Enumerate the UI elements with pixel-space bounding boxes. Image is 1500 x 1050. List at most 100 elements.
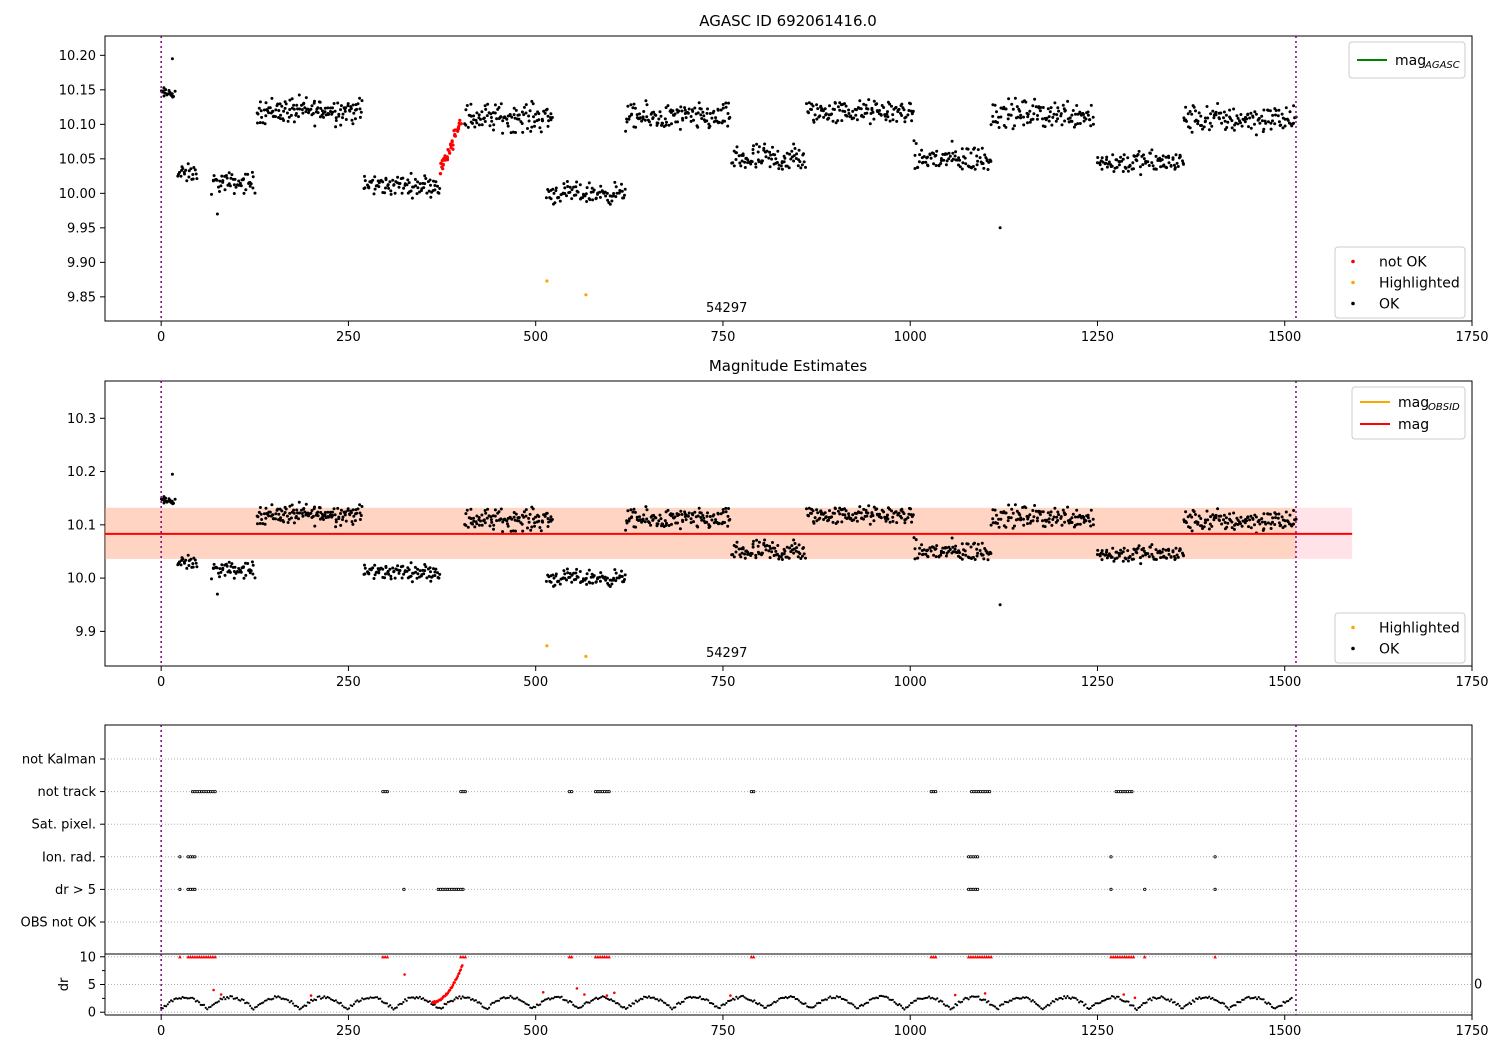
dr-point bbox=[252, 1008, 255, 1011]
ok-point bbox=[765, 149, 769, 153]
dr-point bbox=[1252, 996, 1255, 1000]
ok-point bbox=[244, 561, 247, 565]
dr-point bbox=[1160, 995, 1163, 998]
dr-point bbox=[631, 1002, 634, 1005]
ok-point bbox=[1156, 159, 1160, 162]
ok-point bbox=[871, 110, 875, 114]
ok-point bbox=[1245, 117, 1249, 121]
ok-point bbox=[1006, 519, 1010, 523]
dr-point bbox=[952, 1006, 955, 1009]
ok-point bbox=[978, 549, 982, 552]
ok-point bbox=[532, 115, 535, 119]
ok-point bbox=[185, 566, 189, 570]
legend-marker-swatch bbox=[1351, 259, 1355, 264]
ok-point bbox=[676, 120, 679, 124]
ok-point bbox=[405, 569, 409, 573]
ok-point bbox=[1248, 518, 1252, 522]
dr-point bbox=[1147, 998, 1150, 1001]
dr-point bbox=[351, 1004, 354, 1008]
dr-clipped-marker bbox=[178, 954, 182, 959]
ok-point bbox=[225, 564, 229, 568]
ok-point bbox=[552, 191, 556, 195]
ok-point bbox=[251, 175, 255, 179]
dr-point bbox=[290, 999, 293, 1003]
ok-point bbox=[684, 518, 688, 522]
dr-point bbox=[273, 995, 276, 998]
dr-point bbox=[534, 1006, 537, 1009]
ok-point bbox=[1224, 516, 1228, 520]
ok-point bbox=[785, 151, 789, 155]
ok-point bbox=[633, 510, 637, 514]
ok-point bbox=[1203, 116, 1207, 120]
ok-point bbox=[976, 148, 980, 152]
legend-box bbox=[1334, 612, 1466, 664]
ok-point bbox=[172, 95, 175, 98]
ok-point bbox=[870, 106, 874, 110]
ok-point bbox=[466, 525, 470, 529]
dr-point bbox=[1015, 996, 1018, 999]
dr-point bbox=[926, 996, 929, 999]
ok-point bbox=[1100, 549, 1104, 553]
ok-point bbox=[406, 178, 410, 182]
ok-point bbox=[833, 108, 836, 111]
ok-point bbox=[963, 156, 967, 160]
ok-point bbox=[578, 183, 582, 187]
dr-point bbox=[761, 1004, 764, 1007]
ok-point bbox=[568, 185, 572, 189]
ok-point bbox=[821, 109, 825, 113]
y-tick-label: 10.2 bbox=[67, 465, 96, 480]
ok-point bbox=[645, 517, 649, 521]
ok-point bbox=[726, 514, 730, 518]
ok-point bbox=[221, 566, 225, 570]
dr-point bbox=[789, 995, 792, 998]
ok-point bbox=[1269, 127, 1273, 131]
dr-not-ok-point bbox=[453, 981, 456, 984]
ok-point bbox=[195, 177, 199, 181]
dr-point bbox=[1092, 1004, 1095, 1007]
ok-point bbox=[823, 511, 827, 515]
ok-point bbox=[576, 575, 580, 579]
ok-point bbox=[783, 156, 787, 160]
ok-point bbox=[661, 522, 665, 526]
ok-point bbox=[227, 171, 231, 175]
ok-point bbox=[1048, 110, 1052, 114]
ok-point bbox=[1121, 550, 1125, 554]
ok-point bbox=[341, 112, 345, 116]
dr-point bbox=[727, 999, 730, 1003]
ok-point bbox=[854, 516, 858, 520]
legend-marker-swatch bbox=[1351, 646, 1355, 651]
dr-point bbox=[975, 995, 979, 998]
ok-point bbox=[339, 123, 343, 127]
ok-point bbox=[872, 99, 876, 103]
ok-point bbox=[1022, 523, 1026, 527]
ok-point bbox=[976, 159, 980, 163]
dr-point bbox=[738, 996, 741, 999]
ok-point bbox=[464, 108, 468, 112]
ok-point bbox=[902, 512, 906, 516]
ok-point bbox=[1074, 515, 1077, 519]
ok-point bbox=[1266, 108, 1270, 112]
dr-point bbox=[422, 997, 425, 1000]
ok-point bbox=[822, 518, 826, 521]
ok-point bbox=[493, 103, 497, 107]
legend-label: Highlighted bbox=[1379, 276, 1460, 292]
ok-point bbox=[557, 579, 561, 583]
dr-point bbox=[845, 999, 848, 1002]
ok-point bbox=[706, 107, 709, 111]
ok-point bbox=[336, 506, 340, 510]
plot-frame bbox=[104, 35, 1473, 322]
dr-point bbox=[178, 997, 181, 1000]
ok-point bbox=[813, 113, 817, 117]
flag-label: Sat. pixel. bbox=[32, 818, 96, 833]
ok-point bbox=[885, 112, 889, 116]
not-ok-point bbox=[448, 151, 452, 155]
ok-point bbox=[953, 547, 957, 551]
ok-point bbox=[771, 145, 774, 149]
ok-point bbox=[257, 510, 261, 514]
dr-point bbox=[1005, 1001, 1008, 1004]
ok-point bbox=[1004, 125, 1008, 129]
ok-point bbox=[397, 185, 401, 189]
ok-point bbox=[590, 186, 594, 190]
ok-point bbox=[651, 117, 655, 121]
ok-point bbox=[996, 121, 999, 124]
